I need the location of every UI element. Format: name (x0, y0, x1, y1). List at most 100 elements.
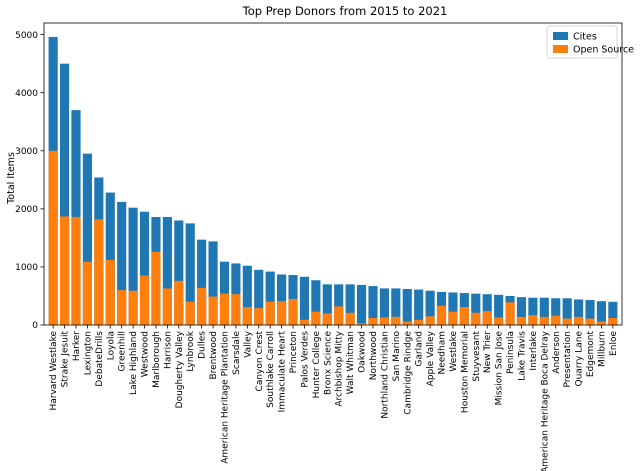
plot-frame (43, 22, 623, 326)
x-tick-label: American Heritage Plantation (220, 331, 230, 464)
bar-cites (208, 241, 218, 325)
bar-open-source (494, 317, 504, 325)
x-tick-label: Harker (72, 331, 82, 361)
bar-open-source (299, 319, 310, 325)
bar-open-source (459, 307, 469, 325)
bar-cites (128, 207, 138, 325)
x-tick-label: Interlake (529, 331, 539, 371)
series-cites (48, 36, 618, 326)
bar-cites (574, 299, 584, 325)
bar-open-source (608, 318, 618, 325)
x-tick-label: DebateDrills (95, 331, 105, 387)
x-tick-label: Westwood (141, 331, 151, 377)
x-tick-label: Millburn (597, 331, 607, 367)
bar-cites (391, 288, 401, 325)
x-tick-label: Oakwood (358, 331, 368, 373)
bar-cites (482, 294, 492, 325)
bar-cites (162, 216, 172, 325)
x-tick-label: Strake Jesuit (61, 331, 71, 388)
x-tick-label: Scarsdale (232, 331, 242, 375)
legend: Cites Open Source (546, 25, 634, 59)
y-tick-label: 0 (32, 321, 38, 331)
x-tick-label: Lynbrook (186, 330, 196, 371)
x-tick-label: Brentwood (209, 331, 219, 380)
x-tick-label: Mission San Jose (495, 331, 505, 406)
x-tick-label: Quarry Lane (575, 331, 585, 387)
x-tick-label: Loyola (106, 331, 116, 360)
x-tick-label: Westlake (449, 331, 459, 372)
bar-open-source (151, 251, 161, 325)
bar-cites (59, 63, 70, 326)
bar-open-source (48, 150, 58, 325)
x-tick-label: Northland Christian (380, 331, 390, 419)
bar-open-source (322, 313, 332, 325)
bar-cites (356, 284, 367, 325)
bar-cites (448, 292, 458, 325)
x-tick-label: Cambridge Rindge (403, 331, 413, 415)
bar-cites (322, 284, 332, 325)
bar-cites (402, 288, 412, 325)
y-axis-label: Total Items (6, 152, 17, 205)
bar-open-source (516, 316, 527, 325)
x-tick-label: Walt Whitman (346, 331, 356, 394)
bar-cites (311, 280, 321, 325)
bar-cites (174, 220, 184, 325)
legend-label-cites: Cites (573, 32, 597, 43)
x-tick-label: Harrison (163, 331, 173, 369)
bar-open-source (117, 290, 127, 325)
x-tick-label: Southlake Carroll (266, 331, 276, 408)
bar-open-source (231, 294, 241, 325)
bar-open-source (162, 288, 172, 325)
x-tick-label: Harvard Westlake (49, 331, 59, 411)
bar-open-source (448, 311, 458, 325)
bar-open-source (528, 315, 538, 325)
legend-label-open-source: Open Source (573, 45, 634, 56)
bar-open-source (277, 301, 287, 325)
bar-open-source (562, 318, 572, 325)
bars-layer (48, 36, 618, 326)
bar-open-source (139, 275, 150, 325)
bar-cites (219, 261, 230, 325)
bar-cites (265, 271, 275, 325)
bar-cites (197, 239, 207, 325)
bar-open-source (288, 298, 298, 325)
bar-open-source (539, 316, 549, 325)
x-tick-label: Northwood (369, 331, 379, 380)
x-tick-label: Valley (243, 330, 253, 358)
bar-cites (425, 290, 435, 325)
bar-cites (562, 298, 572, 325)
bar-cites (105, 192, 115, 325)
series-open-source (48, 150, 618, 325)
x-tick-label: Lexington (83, 331, 93, 375)
bar-cites (528, 297, 538, 325)
bar-cites (551, 298, 561, 325)
x-tick-label: Edgemont (586, 331, 596, 378)
bar-open-source (185, 301, 195, 325)
bar-cites (379, 288, 389, 325)
x-tick-label: Lake Highland (129, 331, 139, 395)
bar-open-source (311, 311, 321, 325)
legend-swatch-open-source (553, 45, 568, 53)
bar-open-source (197, 287, 207, 325)
bar-open-source (425, 316, 435, 325)
y-axis: 0 1000 2000 3000 4000 5000 (15, 31, 44, 331)
bar-cites (345, 284, 355, 325)
bar-cites (596, 301, 607, 325)
bar-open-source (208, 296, 218, 325)
x-tick-label: Palos Verdes (300, 331, 310, 388)
x-tick-label: Peninsula (506, 331, 516, 374)
bar-cites (242, 265, 252, 325)
x-tick-label: Canyon Crest (255, 331, 265, 392)
x-tick-label: Dougherty Valley (175, 330, 185, 408)
bar-cites (334, 284, 344, 325)
bar-cites (299, 276, 310, 325)
bar-cites (516, 297, 527, 325)
bar-open-source (368, 318, 378, 325)
x-tick-label: San Marino (392, 331, 402, 382)
y-tick-label: 3000 (15, 147, 38, 157)
bar-open-source (551, 315, 561, 325)
bar-open-source (414, 319, 424, 325)
x-tick-label: Greenhill (118, 331, 128, 371)
